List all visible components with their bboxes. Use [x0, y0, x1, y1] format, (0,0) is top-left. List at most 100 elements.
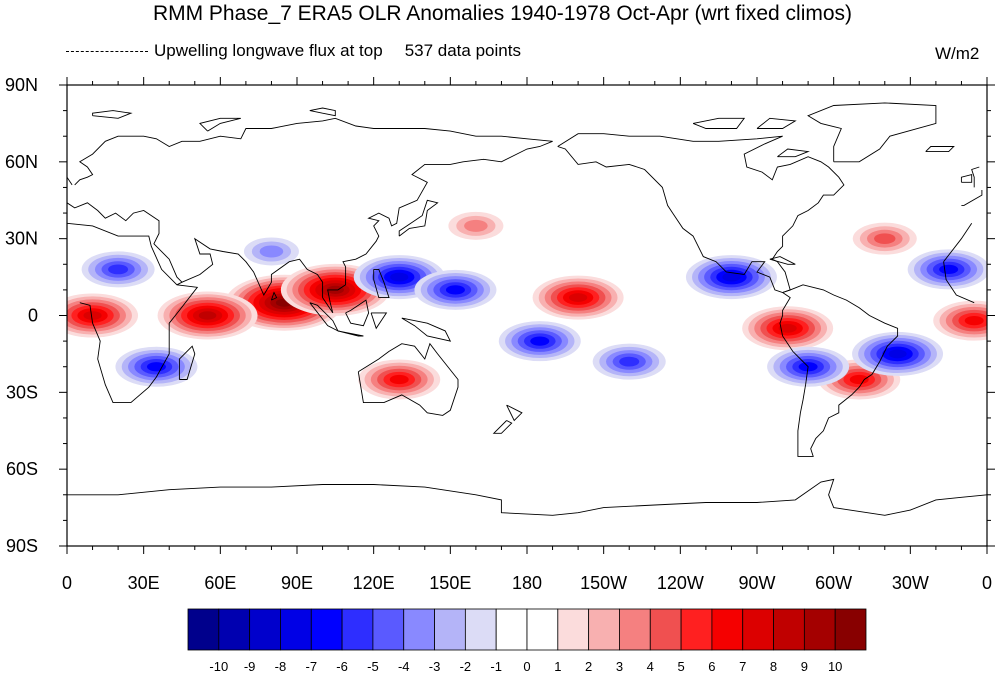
coastline-segment — [345, 299, 370, 327]
lon-label: 180 — [512, 573, 542, 593]
colorbar-swatch — [649, 608, 682, 651]
colorbar-label: -3 — [429, 659, 441, 674]
anomaly-blob — [358, 359, 441, 400]
anomaly-blob — [852, 331, 944, 376]
colorbar-label: -1 — [490, 659, 502, 674]
coastline-segment — [309, 302, 339, 332]
coastline-segment — [270, 291, 278, 301]
longitude-labels: 0 30E 60E 90E 120E 150E 180 150W 120W 90W 60W 30W 0 — [62, 573, 992, 593]
colorbar-swatch — [495, 608, 528, 651]
colorbar-label: -4 — [398, 659, 410, 674]
colorbar-swatch — [557, 608, 590, 651]
lon-label: 120W — [657, 573, 704, 593]
coastline-segment — [67, 176, 73, 186]
map-title: RMM Phase_7 ERA5 OLR Anomalies 1940-1978… — [152, 2, 853, 25]
colorbar-label: -8 — [275, 659, 287, 674]
anomaly-blob — [742, 306, 834, 351]
colorbar-swatch — [680, 608, 713, 651]
colorbar-swatch — [372, 608, 405, 651]
colorbar-swatch — [803, 608, 836, 651]
coastline-segment — [506, 404, 523, 422]
colorbar-label: 1 — [554, 659, 561, 674]
lat-label: 90N — [5, 75, 38, 95]
coastline-segment — [779, 284, 899, 457]
coastline-segment — [357, 342, 459, 416]
axis-ticks — [59, 77, 995, 554]
colorbar-swatch — [773, 608, 805, 651]
colorbar-label: 9 — [801, 659, 808, 674]
anomaly-field — [67, 211, 987, 400]
coastline-segment — [67, 478, 987, 516]
coastline-segment — [92, 110, 133, 119]
data-point-count: 537 data points — [404, 41, 521, 60]
anomaly-blob — [498, 321, 581, 362]
anomaly-blob — [933, 300, 987, 341]
colorbar-label: 8 — [770, 659, 777, 674]
units-label: W/m2 — [935, 44, 980, 63]
lon-label: 60E — [204, 573, 236, 593]
lat-label: 30S — [6, 382, 38, 402]
coastline-segment — [756, 117, 797, 129]
colorbar-label: 4 — [647, 659, 654, 674]
colorbar-swatch — [742, 608, 774, 651]
lon-label: 90W — [738, 573, 775, 593]
colorbar: -10 -9 -8 -7 -6 -5 -4 -3 -2 -1 0 1 2 3 4 5 6 7 8 9 10 — [187, 608, 867, 674]
variable-description: Upwelling longwave flux at top — [154, 41, 383, 60]
colorbar-label: 6 — [708, 659, 715, 674]
colorbar-label: -7 — [305, 659, 317, 674]
colorbar-swatch — [403, 608, 435, 651]
coastline-segment — [398, 199, 439, 237]
coastline-segment — [692, 117, 746, 129]
colorbar-label: 2 — [585, 659, 592, 674]
coastline-segment — [943, 223, 973, 262]
colorbar-label: -6 — [336, 659, 348, 674]
colorbar-label: -10 — [209, 659, 228, 674]
anomaly-blob — [852, 222, 917, 255]
subtitle-left: Upwelling longwave flux at top 537 data p… — [66, 41, 521, 61]
colorbar-label: 3 — [616, 659, 623, 674]
coastline-segment — [925, 146, 955, 153]
coastlines — [67, 102, 987, 516]
coastline-segment — [370, 312, 388, 330]
coastline-segment — [373, 268, 390, 299]
lon-label: 0 — [62, 573, 72, 593]
coastline-segment — [971, 166, 980, 188]
lat-label: 60N — [5, 152, 38, 172]
dashed-line-legend — [66, 51, 148, 53]
colorbar-label: 5 — [677, 659, 684, 674]
lat-label: 30N — [5, 229, 38, 249]
coastline-segment — [178, 345, 196, 380]
coastline-segment — [961, 190, 983, 206]
lon-label: 120E — [353, 573, 395, 593]
anomaly-blob — [448, 211, 504, 240]
colorbar-label: -9 — [244, 659, 256, 674]
coastline-segment — [67, 222, 199, 404]
anomaly-blob — [243, 237, 299, 266]
colorbar-swatch — [619, 608, 651, 651]
lon-label: 0 — [982, 573, 992, 593]
coastline-segment — [401, 317, 452, 342]
colorbar-label: 10 — [828, 659, 842, 674]
anomaly-blob — [81, 251, 155, 288]
coastline-segment — [337, 330, 364, 337]
coastline-segment — [492, 420, 513, 434]
coastline-segment — [67, 117, 553, 314]
colorbar-swatch — [834, 608, 867, 651]
coastline-segment — [769, 256, 796, 265]
colorbar-swatch — [341, 608, 374, 651]
colorbar-swatch — [218, 608, 251, 651]
lat-label: 60S — [6, 459, 38, 479]
latitude-labels: 90N 60N 30N 0 30S 60S 90S — [5, 75, 38, 556]
colorbar-swatch — [187, 608, 220, 651]
lon-label: 150E — [429, 573, 471, 593]
lon-label: 30E — [128, 573, 160, 593]
anomaly-blob — [907, 249, 987, 290]
anomaly-blob — [685, 255, 777, 300]
colorbar-swatch — [249, 608, 281, 651]
anomaly-blob — [414, 269, 497, 310]
anomaly-blob — [157, 291, 258, 340]
coastline-segment — [557, 133, 845, 293]
colorbar-swatch — [280, 608, 312, 651]
lon-label: 60W — [815, 573, 852, 593]
